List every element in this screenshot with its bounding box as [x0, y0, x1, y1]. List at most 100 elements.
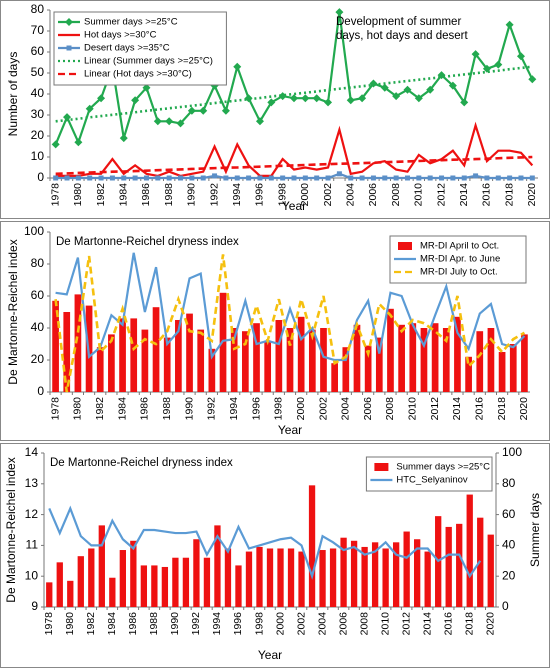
y-tick-label: 70 [31, 23, 45, 37]
legend-label: Hot days >=30°C [84, 30, 157, 41]
bar [319, 550, 326, 607]
marker [109, 175, 115, 181]
marker [518, 175, 524, 181]
marker [370, 175, 376, 181]
bar [52, 300, 59, 392]
x-tick-label: 1986 [139, 397, 151, 421]
x-axis-label: Year [282, 199, 306, 213]
marker [336, 171, 342, 177]
marker [461, 175, 467, 181]
bar [242, 331, 249, 392]
marker [324, 98, 333, 107]
x-tick-label: 2018 [496, 397, 508, 421]
x-tick-label: 2018 [464, 612, 476, 636]
y2-tick-label: 20 [502, 568, 516, 582]
x-tick-label: 1990 [169, 612, 181, 636]
bar [88, 548, 95, 607]
x-tick-label: 1988 [161, 397, 173, 421]
bar [245, 551, 253, 607]
marker [200, 175, 206, 181]
x-tick-label: 2006 [367, 183, 379, 207]
y2-tick-label: 80 [502, 476, 516, 490]
bar [56, 562, 63, 607]
x-tick-label: 1980 [72, 183, 84, 207]
y2-tick-label: 60 [502, 507, 516, 521]
bar [466, 494, 473, 607]
bar [235, 565, 242, 607]
bar [163, 337, 171, 392]
bar [329, 548, 337, 607]
bar [361, 546, 368, 607]
x-tick-label: 2000 [299, 183, 311, 207]
marker [346, 96, 355, 105]
x-tick-label: 2008 [390, 183, 402, 207]
x-tick-label: 1992 [190, 612, 202, 636]
marker [142, 83, 151, 92]
bar [342, 347, 350, 392]
marker [403, 85, 412, 94]
bar [175, 320, 182, 392]
bar [298, 551, 305, 607]
bar [350, 540, 358, 607]
marker [233, 62, 242, 71]
y-tick-label: 40 [31, 86, 45, 100]
y2-tick-label: 0 [502, 599, 509, 613]
bar [208, 348, 216, 392]
bar [96, 347, 104, 392]
bar [130, 540, 137, 607]
marker [528, 75, 537, 84]
x-tick-label: 2008 [358, 612, 370, 636]
bar [465, 356, 472, 392]
series-line [55, 252, 526, 362]
x-tick-label: 1990 [183, 397, 195, 421]
x-tick-label: 2010 [407, 397, 419, 421]
marker [280, 175, 286, 181]
x-tick-label: 1998 [276, 183, 288, 207]
y-tick-label: 9 [31, 599, 38, 613]
legend-box [365, 456, 493, 492]
y-tick-label: 0 [37, 170, 44, 184]
marker [153, 117, 162, 126]
bar [141, 329, 149, 392]
bar [424, 551, 431, 607]
bar [152, 307, 160, 392]
marker [393, 175, 399, 181]
marker [268, 175, 274, 181]
x-tick-label: 1986 [127, 612, 139, 636]
marker [427, 175, 433, 181]
x-tick-label: 1982 [95, 183, 107, 207]
bar [308, 329, 316, 392]
bar [264, 340, 272, 392]
legend: Summer days >=25°C Hot days >=30°C Desert … [53, 11, 227, 86]
marker [392, 92, 401, 101]
bar [487, 534, 494, 607]
y-tick-label: 0 [37, 384, 44, 398]
marker [75, 175, 81, 181]
x-tick-label: 2012 [429, 397, 441, 421]
bar [331, 363, 338, 392]
x-tick-label: 1984 [116, 397, 128, 421]
x-tick-label: 1998 [253, 612, 265, 636]
marker [495, 175, 501, 181]
bar [340, 537, 347, 607]
marker [471, 50, 480, 59]
bar [382, 548, 389, 607]
marker [131, 96, 140, 105]
y-tick-label: 10 [31, 149, 45, 163]
bar [320, 328, 327, 392]
annotation: days, hot days and desert [336, 30, 468, 42]
marker [165, 117, 174, 126]
x-tick-label: 2006 [362, 397, 374, 421]
marker [314, 175, 320, 181]
x-tick-label: 1982 [94, 397, 106, 421]
marker [87, 175, 93, 181]
marker [382, 175, 388, 181]
bar [287, 548, 295, 607]
marker [257, 175, 263, 181]
x-tick-label: 1996 [232, 612, 244, 636]
y-tick-label: 14 [25, 445, 39, 459]
x-tick-label: 1984 [118, 183, 130, 207]
x-tick-label: 1978 [43, 612, 55, 636]
bar [214, 525, 221, 607]
marker [187, 106, 196, 115]
